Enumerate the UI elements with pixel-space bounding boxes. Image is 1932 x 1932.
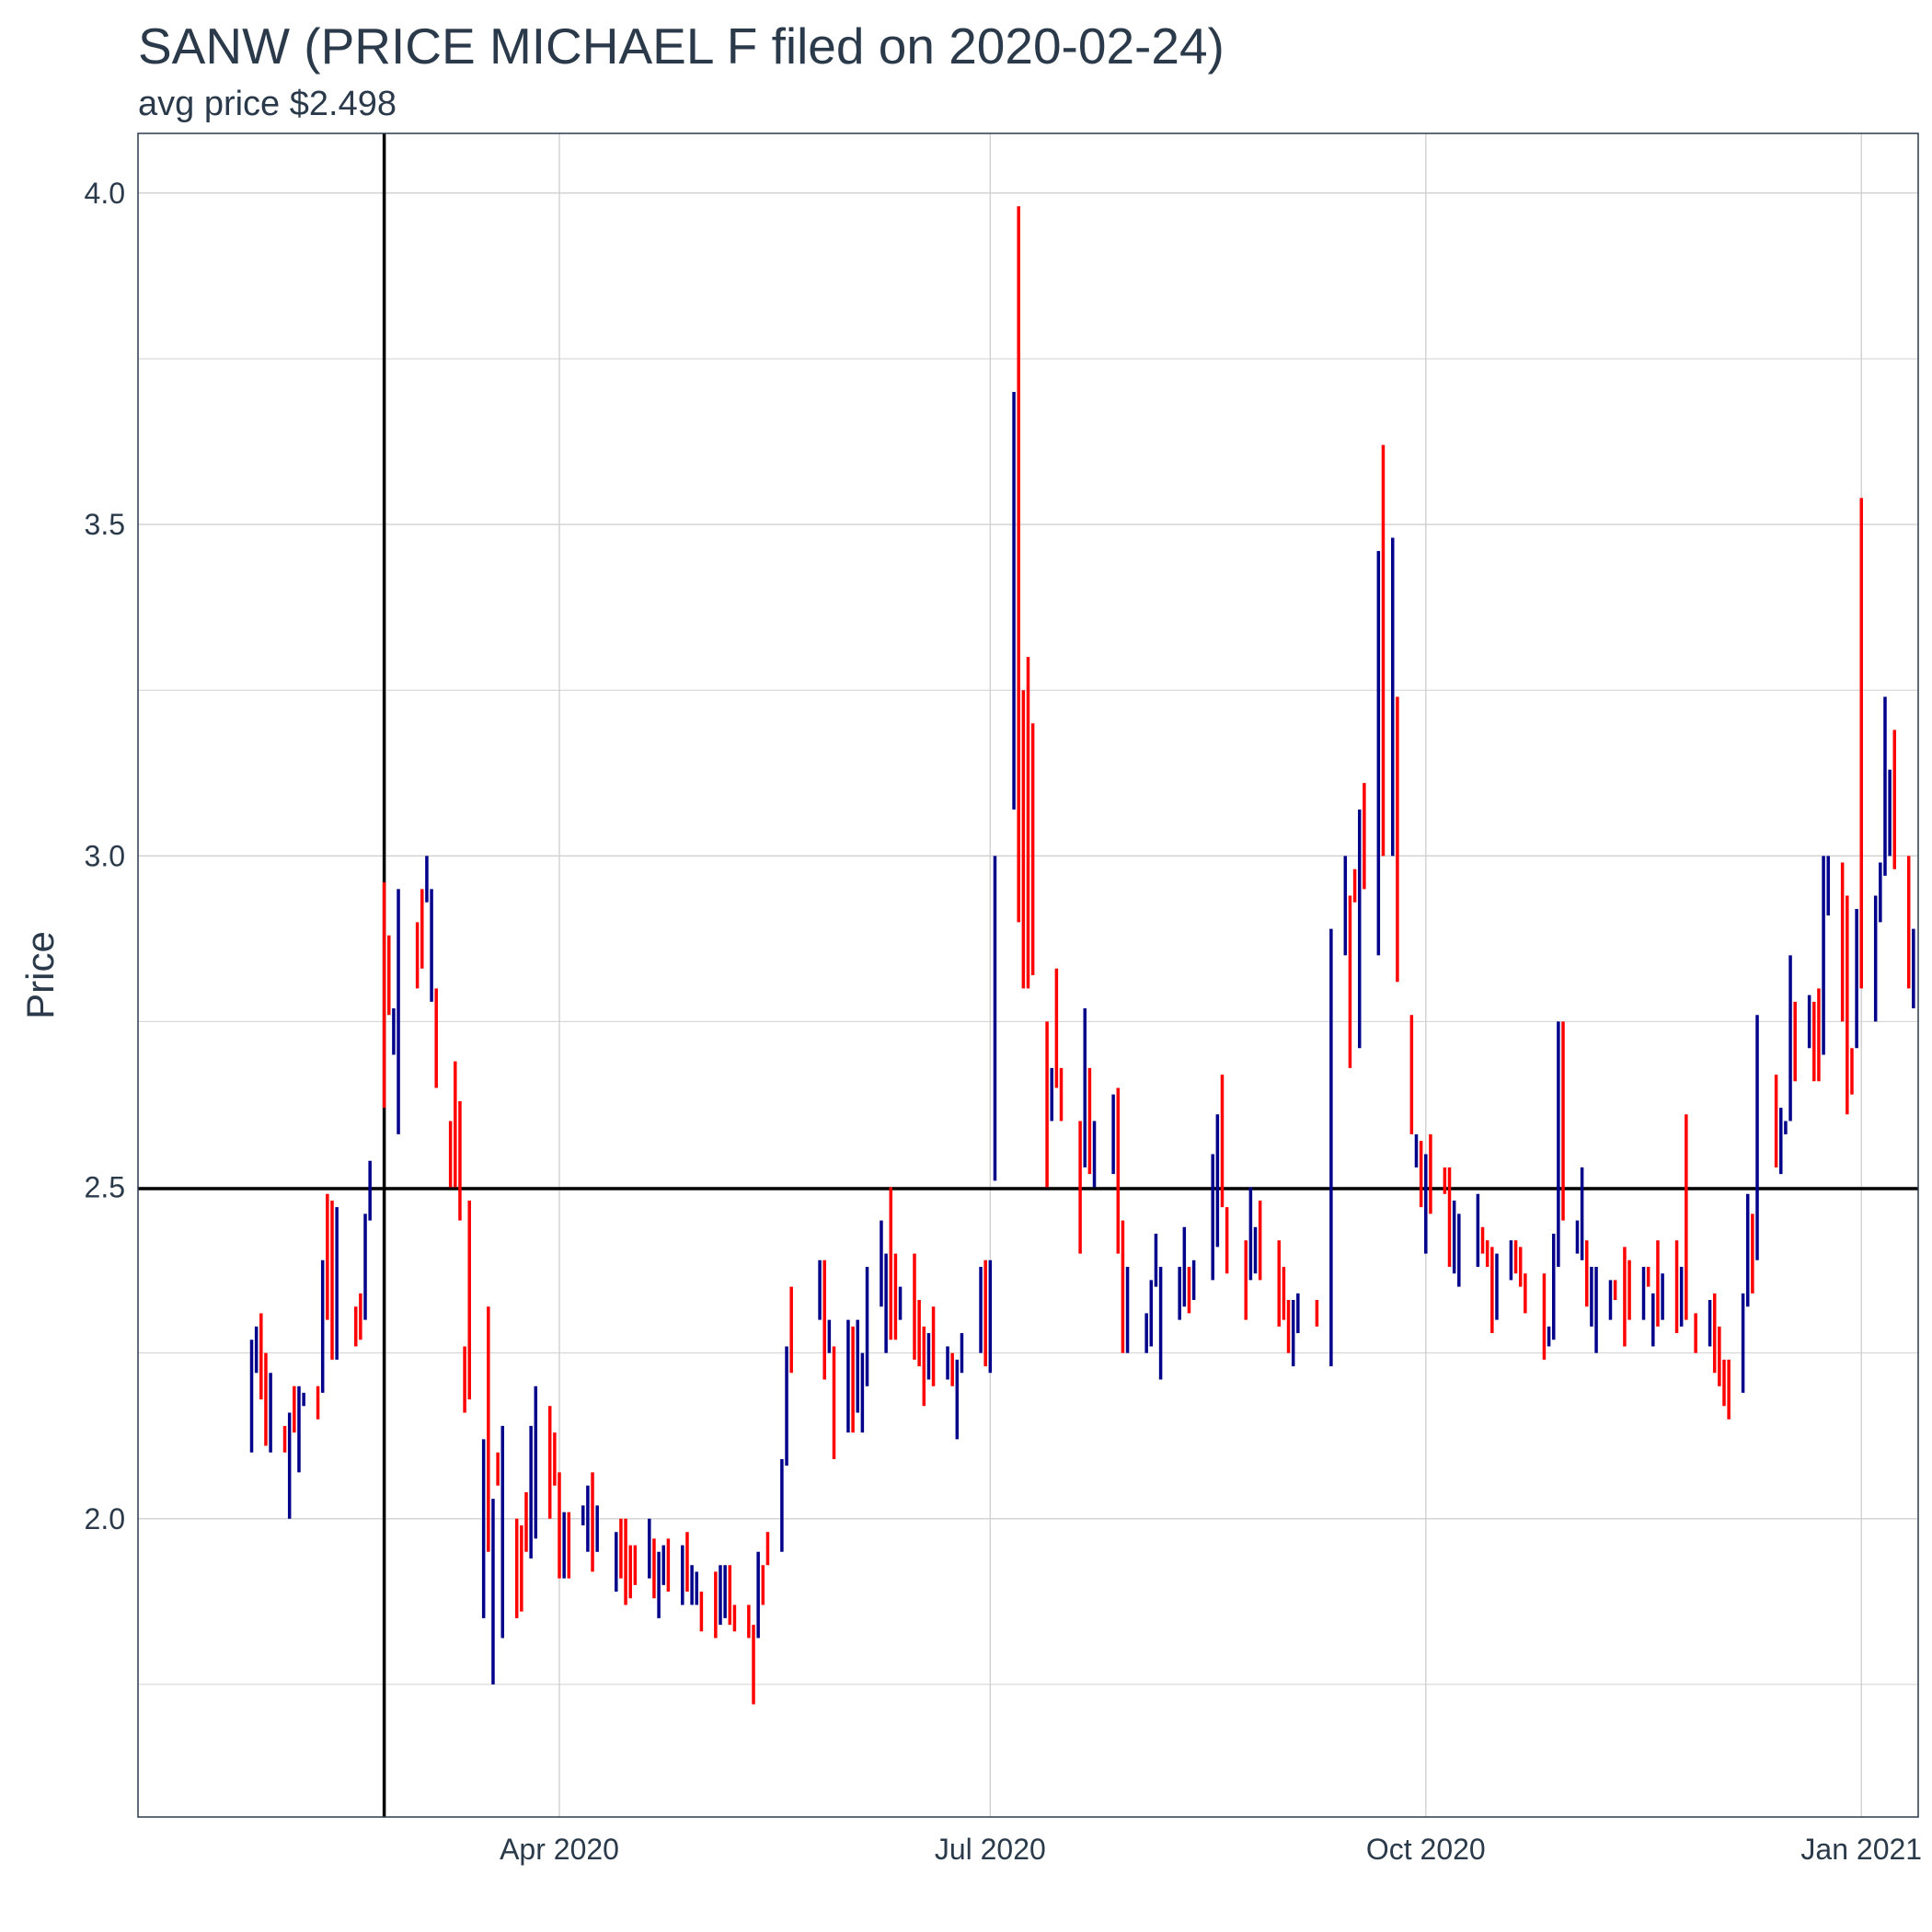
plot-border bbox=[137, 132, 1919, 1818]
y-tick-label: 4.0 bbox=[85, 177, 125, 210]
y-axis-title: Price bbox=[18, 931, 62, 1019]
y-tick-label: 3.0 bbox=[85, 839, 125, 872]
y-tick-label: 2.5 bbox=[85, 1171, 125, 1204]
x-tick-label: Apr 2020 bbox=[500, 1833, 619, 1866]
x-tick-label: Oct 2020 bbox=[1366, 1833, 1486, 1866]
ohlc-bars bbox=[249, 206, 1915, 1705]
y-tick-label: 3.5 bbox=[85, 508, 125, 541]
y-tick-labels: 2.0 2.5 3.0 3.5 4.0 bbox=[85, 177, 125, 1535]
x-tick-label: Jul 2020 bbox=[935, 1833, 1046, 1866]
x-tick-labels: Apr 2020 Jul 2020 Oct 2020 Jan 2021 bbox=[500, 1833, 1922, 1866]
chart-subtitle: avg price $2.498 bbox=[138, 85, 397, 123]
y-tick-label: 2.0 bbox=[85, 1502, 125, 1535]
chart-title: SANW (PRICE MICHAEL F filed on 2020-02-2… bbox=[138, 17, 1225, 75]
x-tick-label: Jan 2021 bbox=[1800, 1833, 1922, 1866]
